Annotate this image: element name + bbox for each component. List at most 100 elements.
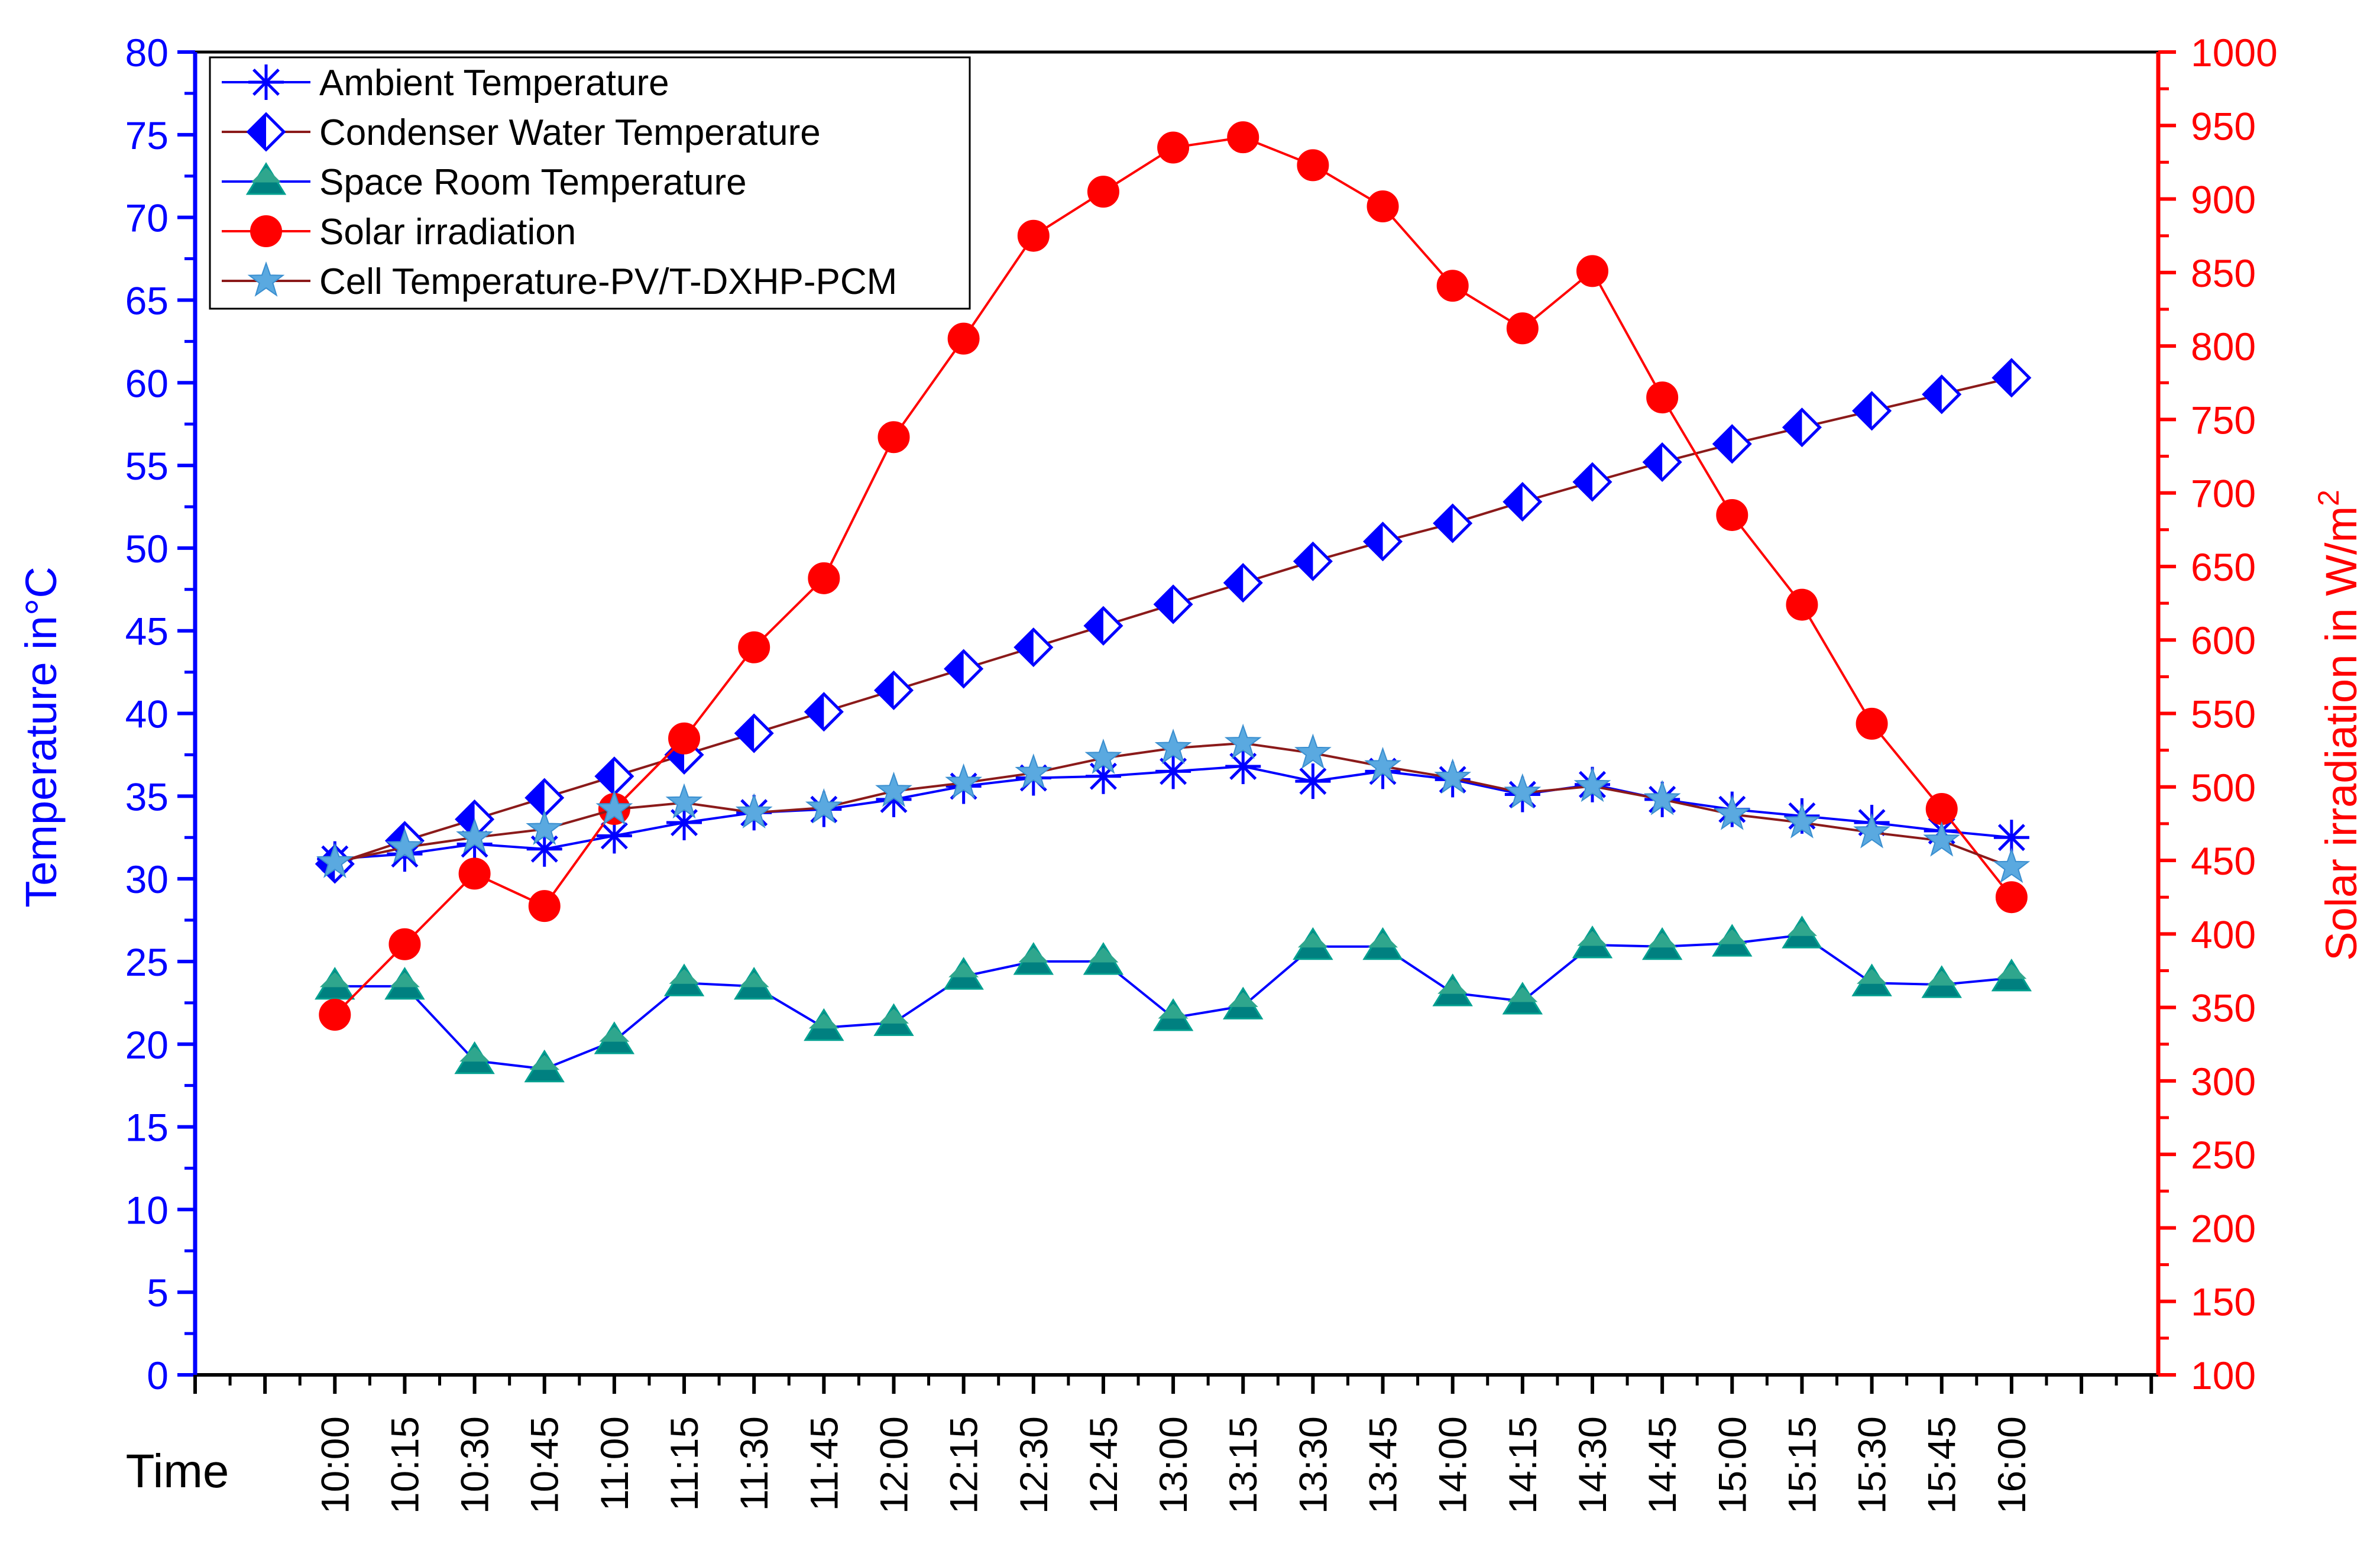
data-point-3-10 — [1017, 219, 1050, 252]
right-tick-label: 150 — [2191, 1280, 2256, 1324]
data-point-4-14 — [1294, 733, 1332, 769]
data-point-4-11 — [1084, 738, 1122, 774]
x-tick-label: 14:45 — [1640, 1416, 1684, 1514]
data-point-2-4-highlight — [599, 1027, 630, 1042]
left-tick-label: 55 — [125, 444, 169, 488]
data-point-1-15-fill — [1365, 523, 1383, 559]
data-point-3-23 — [1925, 793, 1958, 826]
data-point-4-4 — [595, 789, 633, 826]
left-tick-label: 15 — [125, 1106, 169, 1150]
x-tick-label: 13:45 — [1361, 1416, 1405, 1514]
data-point-3-8 — [877, 421, 910, 454]
data-point-4-15 — [1364, 746, 1401, 782]
data-point-4-21 — [1783, 803, 1821, 839]
data-point-1-12-fill — [1155, 586, 1174, 622]
data-point-2-12-highlight — [1158, 1004, 1189, 1019]
data-point-4-23 — [1923, 821, 1961, 857]
x-tick-label: 12:45 — [1081, 1416, 1125, 1514]
right-tick-label: 600 — [2191, 619, 2256, 662]
left-tick-label: 30 — [125, 857, 169, 901]
data-point-4-0 — [316, 843, 354, 878]
data-point-1-20-fill — [1714, 426, 1733, 462]
data-point-4-19 — [1643, 779, 1681, 815]
left-tick-label: 0 — [147, 1354, 169, 1397]
data-point-3-20 — [1716, 499, 1748, 531]
data-point-2-11-highlight — [1088, 947, 1119, 963]
data-point-4-10 — [1015, 753, 1053, 789]
right-tick-label: 750 — [2191, 398, 2256, 442]
data-point-1-4-fill — [596, 758, 614, 794]
data-point-4-20 — [1713, 795, 1751, 830]
data-point-4-9 — [945, 763, 983, 799]
data-point-2-1-highlight — [389, 972, 420, 988]
data-point-2-15-highlight — [1368, 932, 1398, 948]
left-tick-label: 60 — [125, 361, 169, 405]
data-point-3-5 — [668, 722, 701, 755]
right-tick-label: 900 — [2191, 178, 2256, 222]
data-point-2-18-highlight — [1577, 930, 1608, 946]
left-y-axis-title: Temperature in°C — [17, 567, 66, 908]
data-point-3-16 — [1436, 270, 1469, 302]
left-tick-label: 80 — [125, 31, 169, 75]
data-point-1-16-fill — [1435, 505, 1453, 541]
legend-label-2: Space Room Temperature — [319, 162, 747, 203]
x-tick-label: 15:00 — [1710, 1416, 1754, 1514]
data-point-4-6 — [735, 793, 773, 828]
data-point-3-1 — [388, 928, 421, 960]
legend-marker-4 — [247, 261, 285, 297]
data-point-3-0 — [319, 999, 351, 1031]
x-tick-label: 12:30 — [1012, 1416, 1055, 1514]
data-point-3-11 — [1087, 176, 1119, 208]
right-tick-label: 850 — [2191, 251, 2256, 295]
legend-box — [209, 56, 971, 310]
data-point-2-22-highlight — [1857, 969, 1887, 984]
left-tick-label: 45 — [125, 610, 169, 653]
right-tick-label: 350 — [2191, 986, 2256, 1030]
data-point-2-2-highlight — [459, 1046, 490, 1062]
data-point-2-6-highlight — [739, 972, 769, 988]
data-point-1-14-fill — [1295, 543, 1313, 580]
data-point-0-12-stroke — [1160, 758, 1187, 785]
data-point-2-9-highlight — [948, 962, 979, 977]
x-tick-label: 10:15 — [383, 1416, 426, 1514]
x-tick-label: 10:45 — [523, 1416, 566, 1514]
data-point-1-10-fill — [1015, 629, 1034, 665]
series-2 — [315, 915, 2032, 1083]
right-tick-label: 100 — [2191, 1354, 2256, 1397]
x-tick-label: 15:45 — [1920, 1416, 1964, 1514]
data-point-3-24 — [1995, 881, 2028, 914]
data-point-3-2 — [458, 857, 491, 890]
data-point-4-18 — [1573, 766, 1611, 802]
data-point-3-6 — [738, 631, 770, 663]
x-tick-label: 12:15 — [942, 1416, 986, 1514]
data-point-2-0-highlight — [319, 972, 350, 988]
data-point-1-8-fill — [876, 672, 894, 708]
data-point-3-14 — [1297, 149, 1329, 182]
right-tick-label: 300 — [2191, 1060, 2256, 1103]
data-point-3-21 — [1786, 588, 1818, 621]
data-point-0-13-stroke — [1229, 752, 1257, 780]
legend-label-0: Ambient Temperature — [319, 63, 669, 103]
left-tick-label: 35 — [125, 775, 169, 818]
data-point-1-23-fill — [1924, 376, 1942, 412]
left-tick-label: 40 — [125, 692, 169, 736]
data-point-4-3 — [526, 810, 564, 845]
data-point-2-7-highlight — [808, 1013, 839, 1029]
right-tick-label: 550 — [2191, 692, 2256, 736]
data-point-2-17-highlight — [1507, 987, 1538, 1002]
left-tick-label: 50 — [125, 527, 169, 571]
legend-marker-1-fill — [248, 114, 266, 150]
data-point-1-7-fill — [806, 694, 824, 730]
data-point-1-11-fill — [1085, 608, 1103, 644]
data-point-2-23-highlight — [1926, 970, 1957, 986]
right-y-axis-title: Solar irradiation in W/m2 — [2312, 490, 2366, 961]
series-4 — [316, 723, 2031, 883]
data-point-3-12 — [1157, 131, 1190, 164]
data-point-2-14-highlight — [1297, 932, 1328, 948]
right-tick-label: 400 — [2191, 912, 2256, 956]
data-point-2-20-highlight — [1717, 929, 1747, 944]
legend-marker-2-highlight — [251, 167, 281, 183]
left-tick-label: 70 — [125, 196, 169, 240]
x-axis-title: Time — [126, 1445, 229, 1497]
